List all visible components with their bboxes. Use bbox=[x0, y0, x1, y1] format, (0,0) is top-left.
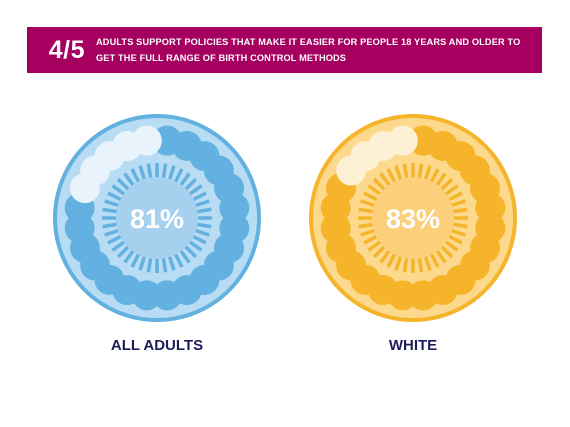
dial-tick bbox=[123, 249, 135, 264]
dial-tick bbox=[440, 177, 454, 191]
dial-tick bbox=[188, 184, 203, 196]
dial-tick bbox=[450, 228, 466, 237]
dial-tick bbox=[360, 199, 376, 208]
category-label: ALL ADULTS bbox=[111, 337, 203, 354]
pill-empty bbox=[387, 125, 418, 156]
dial-tick bbox=[167, 165, 176, 181]
dial-tick bbox=[394, 165, 403, 181]
dial-tick bbox=[363, 234, 379, 245]
dial-tick bbox=[444, 240, 459, 252]
dial-tick bbox=[107, 191, 123, 202]
chart-all-adults: 81% ALL ADULTS bbox=[53, 114, 261, 354]
dial-tick bbox=[444, 184, 459, 196]
dial-tick bbox=[402, 163, 409, 179]
dial-tick bbox=[138, 255, 147, 271]
percent-label: 81% bbox=[130, 204, 184, 234]
banner-fraction: 4/5 bbox=[48, 35, 85, 64]
header-banner: 4/5 ADULTS SUPPORT POLICIES THAT MAKE IT… bbox=[27, 27, 542, 73]
dial-tick bbox=[191, 191, 207, 202]
dial-tick bbox=[447, 191, 463, 202]
dial-tick bbox=[429, 168, 440, 184]
dial-tick bbox=[452, 222, 468, 229]
dial-tick bbox=[161, 163, 168, 179]
dial-tick bbox=[450, 199, 466, 208]
dial-tick bbox=[429, 252, 440, 268]
dial-tick bbox=[107, 234, 123, 245]
dial-tick bbox=[379, 249, 391, 264]
dial-tick bbox=[452, 207, 468, 214]
dial-tick bbox=[104, 199, 120, 208]
dial-tick bbox=[386, 252, 397, 268]
dial-tick bbox=[194, 199, 210, 208]
dial-tick bbox=[173, 168, 184, 184]
dial-tick bbox=[402, 257, 409, 273]
dial-tick bbox=[435, 172, 447, 187]
dial-tick bbox=[116, 177, 130, 191]
dial-tick bbox=[130, 168, 141, 184]
dial-tick bbox=[447, 234, 463, 245]
dial-tick bbox=[104, 228, 120, 237]
dial-tick bbox=[358, 222, 374, 229]
dial-tick bbox=[167, 255, 176, 271]
dial-tick bbox=[161, 257, 168, 273]
dial-tick bbox=[146, 163, 153, 179]
dial-tick bbox=[102, 207, 118, 214]
dial-tick bbox=[111, 184, 126, 196]
dial-tick bbox=[358, 207, 374, 214]
dial-tick bbox=[130, 252, 141, 268]
dial-tick bbox=[179, 249, 191, 264]
percent-label: 83% bbox=[386, 204, 440, 234]
dial-tick bbox=[423, 255, 432, 271]
dial-tick bbox=[440, 245, 454, 259]
dial-tick bbox=[194, 228, 210, 237]
dial-tick bbox=[386, 168, 397, 184]
dial-tick bbox=[363, 191, 379, 202]
dial-center bbox=[372, 177, 454, 259]
dial-tick bbox=[123, 172, 135, 187]
pill-empty bbox=[131, 125, 162, 156]
dial-tick bbox=[196, 207, 212, 214]
dial-tick bbox=[146, 257, 153, 273]
dial-tick bbox=[116, 245, 130, 259]
dial-tick bbox=[184, 177, 198, 191]
dial-tick bbox=[435, 249, 447, 264]
dial-tick bbox=[138, 165, 147, 181]
dial-tick bbox=[360, 228, 376, 237]
dial-tick bbox=[191, 234, 207, 245]
dial-tick bbox=[179, 172, 191, 187]
dial-tick bbox=[184, 245, 198, 259]
chart-white: 83% WHITE bbox=[309, 114, 517, 354]
dial-tick bbox=[102, 222, 118, 229]
dial-tick bbox=[367, 240, 382, 252]
dial-center bbox=[116, 177, 198, 259]
dial-tick bbox=[372, 245, 386, 259]
dial-tick bbox=[417, 257, 424, 273]
dial-tick bbox=[379, 172, 391, 187]
dial-tick bbox=[372, 177, 386, 191]
dial-tick bbox=[367, 184, 382, 196]
dial-tick bbox=[423, 165, 432, 181]
dial-tick bbox=[394, 255, 403, 271]
dial-tick bbox=[196, 222, 212, 229]
dial-tick bbox=[188, 240, 203, 252]
dial-tick bbox=[173, 252, 184, 268]
dial-tick bbox=[111, 240, 126, 252]
dial-tick bbox=[417, 163, 424, 179]
banner-text: ADULTS SUPPORT POLICIES THAT MAKE IT EAS… bbox=[96, 37, 521, 63]
category-label: WHITE bbox=[389, 337, 437, 354]
